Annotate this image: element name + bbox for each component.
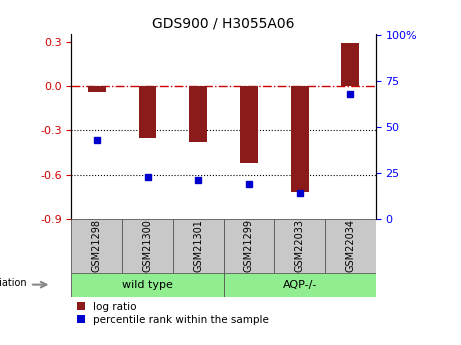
Text: GSM21301: GSM21301 <box>193 219 203 272</box>
Bar <box>88 86 106 92</box>
Text: AQP-/-: AQP-/- <box>283 280 317 289</box>
Bar <box>224 273 376 297</box>
Bar <box>274 219 325 273</box>
Text: GSM22033: GSM22033 <box>295 219 305 272</box>
Legend: log ratio, percentile rank within the sample: log ratio, percentile rank within the sa… <box>77 302 269 325</box>
Bar <box>342 43 359 86</box>
Bar <box>325 219 376 273</box>
Bar <box>189 86 207 142</box>
Text: GSM21300: GSM21300 <box>142 219 153 272</box>
Bar <box>291 86 308 193</box>
Title: GDS900 / H3055A06: GDS900 / H3055A06 <box>152 17 295 31</box>
Bar <box>139 86 156 138</box>
Bar <box>240 86 258 163</box>
Text: wild type: wild type <box>122 280 173 289</box>
Text: genotype/variation: genotype/variation <box>0 278 27 288</box>
Text: GSM21298: GSM21298 <box>92 219 102 272</box>
Bar <box>71 219 122 273</box>
Text: GSM21299: GSM21299 <box>244 219 254 272</box>
Bar <box>71 273 224 297</box>
Bar <box>122 219 173 273</box>
Text: GSM22034: GSM22034 <box>345 219 355 272</box>
Bar <box>173 219 224 273</box>
Bar <box>224 219 274 273</box>
